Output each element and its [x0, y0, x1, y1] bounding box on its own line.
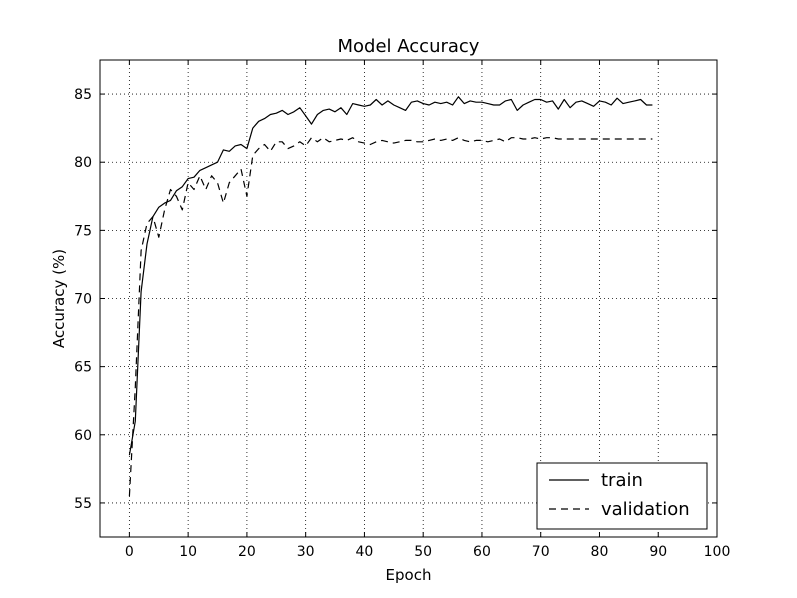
legend: train validation	[536, 462, 708, 530]
x-tick-label: 80	[591, 544, 609, 560]
series-group	[128, 96, 653, 497]
x-tick-label: 30	[297, 544, 315, 560]
x-tick-label: 60	[473, 544, 491, 560]
y-tick-label: 85	[74, 87, 92, 103]
y-tick-label: 80	[74, 155, 92, 171]
grid	[100, 60, 718, 537]
y-tick-label: 60	[74, 428, 92, 444]
x-tick-label: 70	[532, 544, 550, 560]
ticks: 0 10 20 30 40 50 60 70 80 90 100 55 60 65 70 75 80 85	[74, 60, 730, 560]
y-tick-label: 70	[74, 292, 92, 308]
x-tick-label: 100	[704, 544, 731, 560]
y-tick-label: 65	[74, 360, 92, 376]
legend-box	[536, 462, 708, 530]
x-axis-label: Epoch	[386, 566, 432, 584]
legend-label-train: train	[601, 470, 643, 491]
x-tick-label: 40	[356, 544, 374, 560]
x-tick-label: 20	[238, 544, 256, 560]
chart-title: Model Accuracy	[338, 36, 480, 57]
y-tick-label: 55	[74, 496, 92, 512]
x-tick-label: 0	[125, 544, 134, 560]
y-tick-label: 75	[74, 223, 92, 239]
series-line-train	[128, 96, 653, 456]
legend-label-validation: validation	[601, 499, 690, 520]
x-tick-label: 50	[414, 544, 432, 560]
x-tick-label: 10	[179, 544, 197, 560]
y-axis-label: Accuracy (%)	[50, 249, 68, 348]
x-tick-label: 90	[649, 544, 667, 560]
